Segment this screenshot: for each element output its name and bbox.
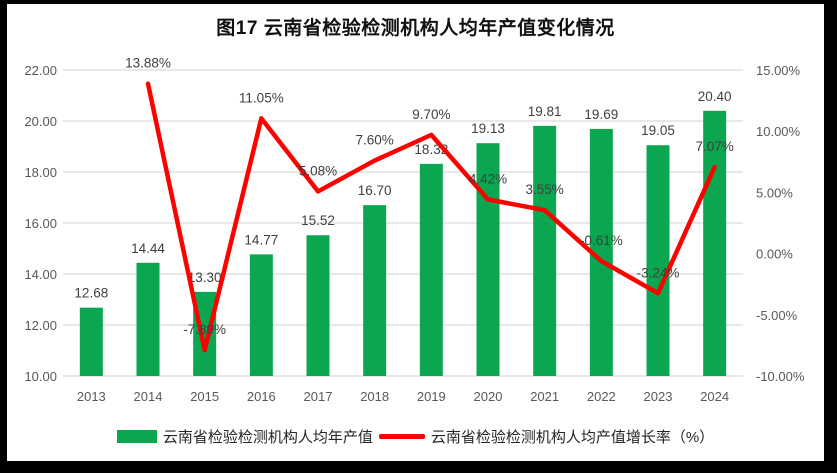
x-axis-tick: 2020 xyxy=(474,389,503,404)
bar xyxy=(363,205,387,376)
y-axis-left-tick: 12.00 xyxy=(24,318,57,333)
bar xyxy=(79,307,103,376)
bar-value-label: 15.52 xyxy=(301,213,335,228)
line-value-label: 9.70% xyxy=(412,107,450,122)
x-axis-tick: 2023 xyxy=(644,389,673,404)
bar xyxy=(419,163,443,376)
y-axis-left-tick: 22.00 xyxy=(24,63,57,78)
bar-value-label: 19.05 xyxy=(641,123,675,138)
chart-title: 图17 云南省检验检测机构人均年产值变化情况 xyxy=(216,18,615,39)
y-axis-left-tick: 18.00 xyxy=(24,165,57,180)
bar-value-label: 19.81 xyxy=(528,104,562,119)
x-axis-tick: 2022 xyxy=(587,389,616,404)
line-value-label: 11.05% xyxy=(239,90,284,105)
bar-value-label: 16.70 xyxy=(358,183,392,198)
x-axis-tick: 2021 xyxy=(530,389,559,404)
chart-legend: 云南省检验检测机构人均年产值 云南省检验检测机构人均产值增长率（%） xyxy=(7,426,824,447)
bar xyxy=(249,254,273,376)
bar xyxy=(136,262,160,376)
line-value-label: -3.24% xyxy=(637,265,680,280)
bar-value-label: 20.40 xyxy=(698,89,732,104)
x-axis-tick: 2013 xyxy=(77,389,106,404)
y-axis-left-tick: 20.00 xyxy=(24,114,57,129)
x-axis-tick: 2018 xyxy=(360,389,389,404)
y-axis-right-tick: 0.00% xyxy=(756,247,793,262)
x-axis-tick: 2014 xyxy=(134,389,163,404)
y-axis-right-tick: 15.00% xyxy=(756,63,801,78)
y-axis-left-tick: 14.00 xyxy=(24,267,57,282)
bar-value-label: 14.44 xyxy=(131,241,165,256)
bar xyxy=(306,235,330,376)
line-value-label: -0.61% xyxy=(580,233,623,248)
bar xyxy=(589,128,613,376)
line-value-label: -7.89% xyxy=(183,322,226,337)
line-value-label: 5.08% xyxy=(299,163,337,178)
bar-value-label: 19.13 xyxy=(471,121,505,136)
legend-line-swatch-icon xyxy=(378,434,425,439)
bar-value-label: 13.30 xyxy=(188,270,222,285)
x-axis-tick: 2017 xyxy=(304,389,333,404)
line-value-label: 7.60% xyxy=(356,133,394,148)
legend-bar-swatch-icon xyxy=(116,430,157,443)
y-axis-left-tick: 16.00 xyxy=(24,216,57,231)
bar-value-label: 12.68 xyxy=(74,286,108,301)
y-axis-right-tick: 5.00% xyxy=(756,185,793,200)
x-axis-tick: 2016 xyxy=(247,389,276,404)
x-axis-tick: 2024 xyxy=(700,389,729,404)
line-value-label: 4.42% xyxy=(469,171,507,186)
growth-line xyxy=(145,81,717,353)
y-axis-right-tick: -10.00% xyxy=(756,369,805,384)
legend-bar-series-label: 云南省检验检测机构人均年产值 xyxy=(162,429,373,446)
y-axis-right-tick: 10.00% xyxy=(756,124,801,139)
x-axis-tick: 2015 xyxy=(190,389,219,404)
bar xyxy=(533,125,557,376)
bar xyxy=(646,145,670,376)
line-value-label: 3.55% xyxy=(526,182,564,197)
y-axis-left-tick: 10.00 xyxy=(24,369,57,384)
chart-canvas xyxy=(7,4,824,461)
bar-value-label: 14.77 xyxy=(244,232,278,247)
bar-value-label: 19.69 xyxy=(584,107,618,122)
legend-line-series-label: 云南省检验检测机构人均产值增长率（%） xyxy=(430,429,715,446)
line-value-label: 7.07% xyxy=(696,139,734,154)
line-value-label: 13.88% xyxy=(125,56,171,71)
x-axis-tick: 2019 xyxy=(417,389,446,404)
y-axis-right-tick: -5.00% xyxy=(756,308,798,323)
